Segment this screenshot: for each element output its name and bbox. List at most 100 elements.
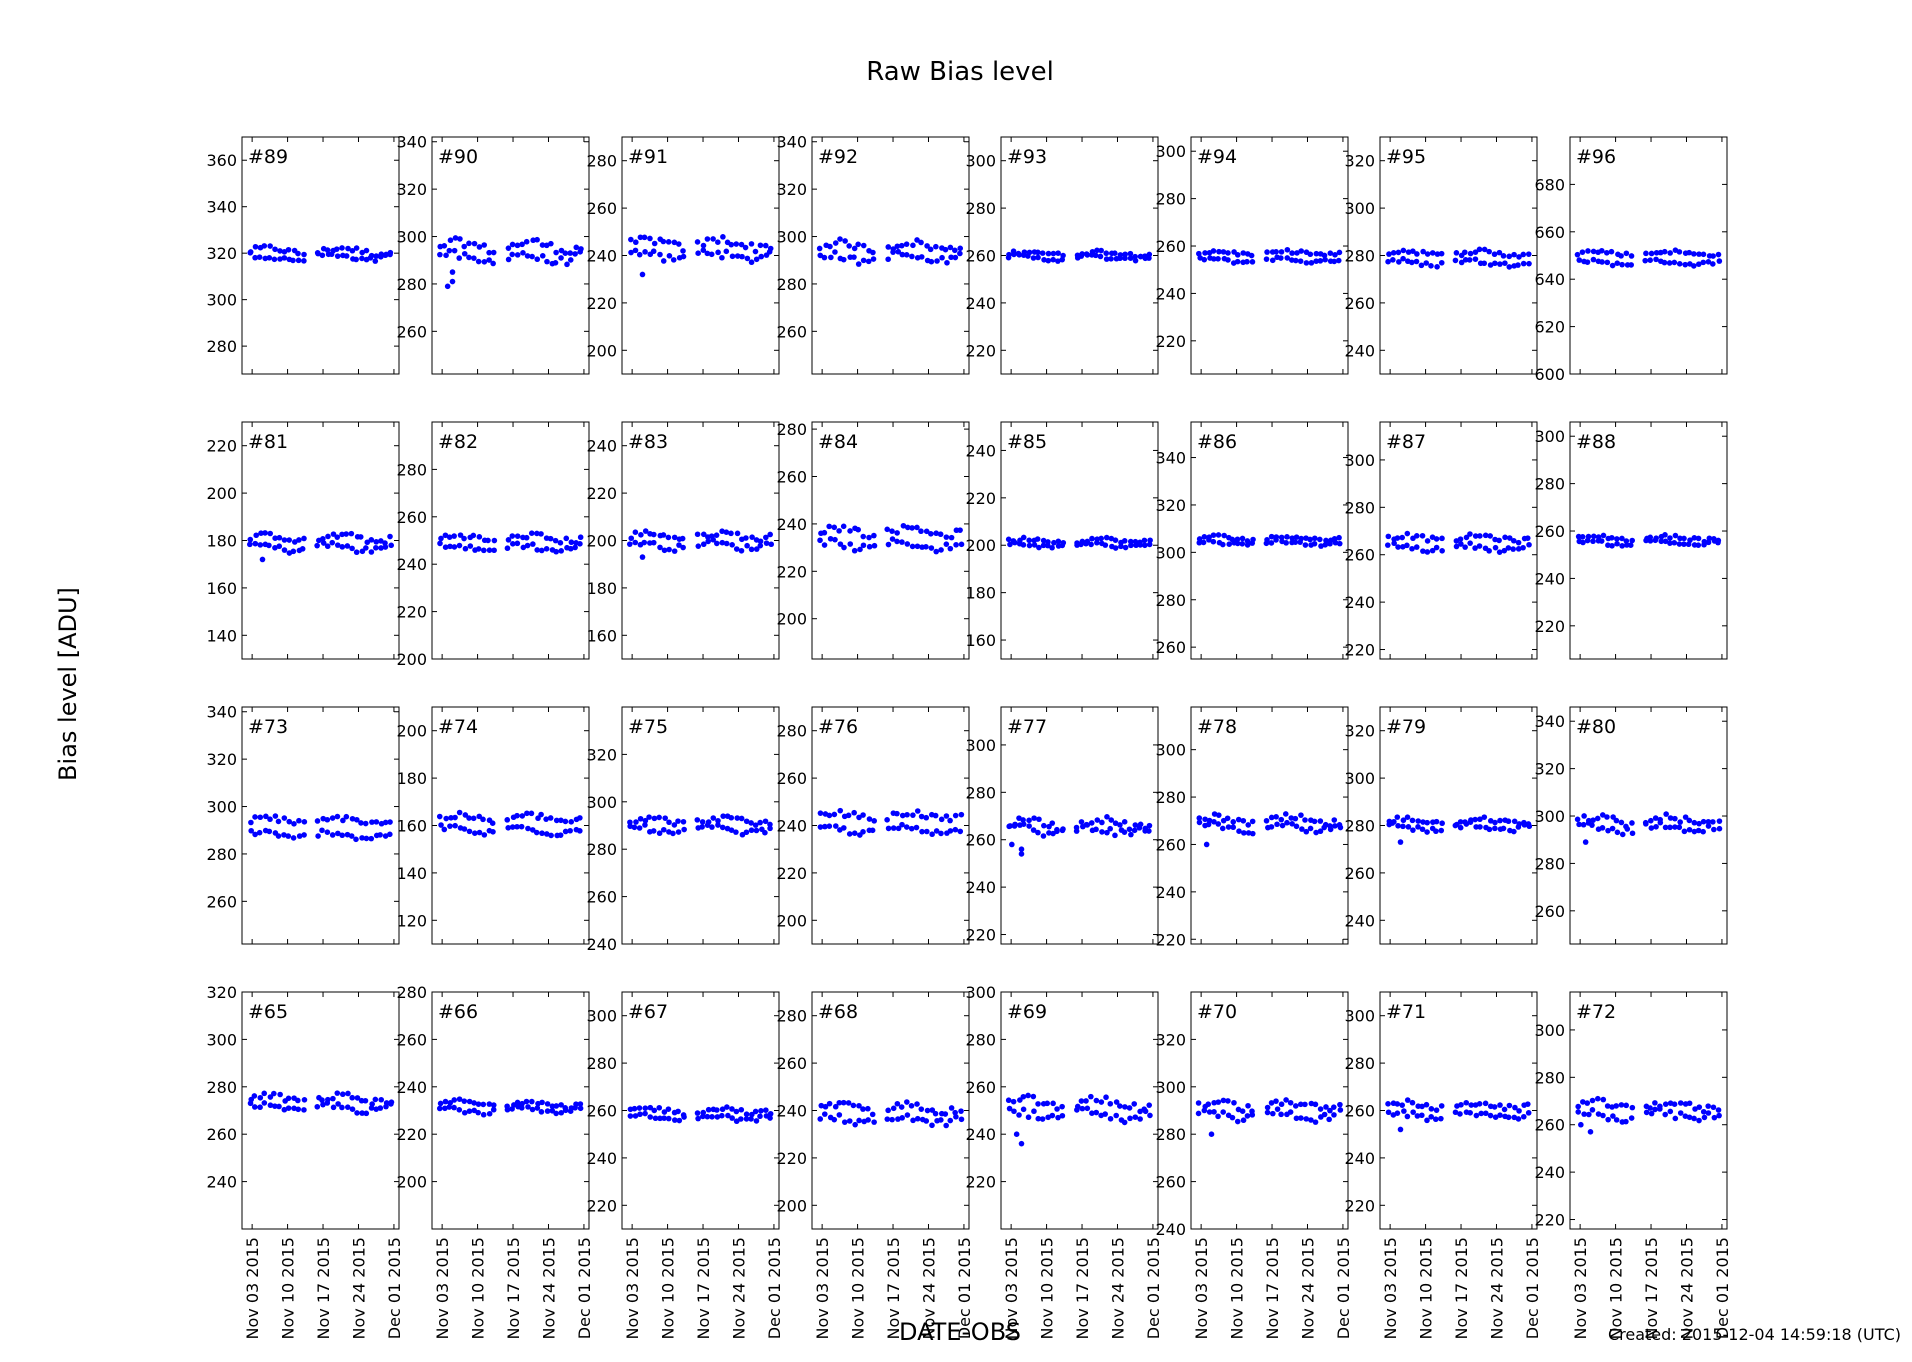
data-point <box>884 817 890 823</box>
data-point <box>857 546 863 553</box>
data-point <box>363 545 369 551</box>
data-point <box>1230 819 1237 825</box>
data-point <box>1240 1117 1247 1124</box>
y-tick-label: 280 <box>586 152 617 171</box>
data-point <box>952 254 959 261</box>
data-point <box>1609 542 1615 549</box>
data-point <box>1278 1101 1285 1108</box>
data-point <box>1404 530 1411 537</box>
data-point <box>1273 1098 1279 1104</box>
y-tick-label: 300 <box>1344 1007 1375 1026</box>
data-point <box>1576 257 1583 263</box>
data-point <box>339 531 345 538</box>
data-point <box>767 531 773 538</box>
panel-label: #79 <box>1386 716 1426 738</box>
data-point <box>476 829 483 836</box>
data-point <box>301 1097 308 1103</box>
x-tick-label: Nov 10 2015 <box>659 1237 678 1339</box>
data-point <box>334 1090 341 1096</box>
data-point <box>710 236 716 242</box>
data-point <box>903 241 910 247</box>
data-point <box>462 812 469 818</box>
data-point <box>1308 260 1315 266</box>
data-point <box>1111 250 1118 256</box>
data-point <box>285 246 292 253</box>
data-point <box>1094 539 1100 546</box>
y-tick-label: 240 <box>1534 569 1565 588</box>
data-point <box>373 819 380 825</box>
data-point <box>840 523 847 530</box>
data-point <box>354 816 360 823</box>
data-point <box>918 813 925 820</box>
data-point <box>743 535 749 541</box>
data-point <box>714 1107 720 1113</box>
data-point <box>248 827 254 834</box>
panel-frame <box>1000 991 1159 1230</box>
data-point <box>448 815 454 821</box>
data-point <box>885 244 892 250</box>
data-point <box>1049 1112 1056 1119</box>
data-point <box>1705 539 1712 546</box>
data-point <box>1481 814 1488 820</box>
y-tick-label: 260 <box>586 1102 617 1121</box>
data-point <box>553 817 560 824</box>
data-point <box>860 257 867 264</box>
x-tick-label: Nov 24 2015 <box>729 1237 748 1339</box>
data-point <box>908 1103 915 1109</box>
data-point <box>1515 539 1522 546</box>
data-point <box>646 814 652 820</box>
data-point <box>1264 249 1270 255</box>
data-point <box>715 239 721 246</box>
data-point <box>295 1106 302 1113</box>
data-point <box>1278 534 1285 541</box>
data-point <box>1521 822 1528 828</box>
data-point <box>1463 534 1470 541</box>
data-point <box>572 251 578 257</box>
data-point <box>461 1109 468 1116</box>
y-tick-label: 240 <box>396 555 427 574</box>
data-point <box>1501 547 1508 554</box>
series-points <box>1574 811 1723 845</box>
data-point <box>1423 1101 1430 1108</box>
data-point <box>1287 1109 1294 1115</box>
data-point <box>272 813 279 819</box>
y-axis-label: Bias level [ADU] <box>54 587 82 781</box>
data-point <box>1691 819 1698 826</box>
data-point <box>1686 1100 1693 1107</box>
data-point <box>324 247 331 253</box>
data-point <box>281 537 288 543</box>
data-point <box>247 541 253 548</box>
x-tick-label: Nov 10 2015 <box>469 1237 488 1339</box>
data-point <box>480 1111 487 1118</box>
data-point <box>628 249 634 256</box>
panel-label: #94 <box>1197 146 1237 168</box>
data-point <box>514 823 520 830</box>
data-point <box>1397 839 1404 845</box>
data-point <box>1307 536 1313 543</box>
data-point <box>676 542 682 548</box>
data-point <box>277 248 283 254</box>
series-points <box>248 813 393 843</box>
data-point <box>489 820 496 827</box>
data-point <box>1691 1115 1697 1122</box>
data-point <box>628 535 635 542</box>
data-point <box>1046 830 1052 836</box>
data-point <box>256 254 263 260</box>
y-tick-label: 220 <box>776 562 807 581</box>
data-point <box>1619 831 1626 838</box>
data-point <box>1492 1114 1499 1120</box>
data-point <box>1434 264 1440 270</box>
data-point <box>1018 846 1025 852</box>
data-point <box>301 832 307 838</box>
data-point <box>1439 535 1445 542</box>
data-point <box>1025 253 1031 259</box>
data-point <box>343 813 350 820</box>
data-point <box>1420 548 1426 554</box>
data-point <box>572 544 578 551</box>
data-point <box>1661 248 1668 255</box>
data-point <box>329 539 336 546</box>
data-point <box>1146 1102 1153 1108</box>
